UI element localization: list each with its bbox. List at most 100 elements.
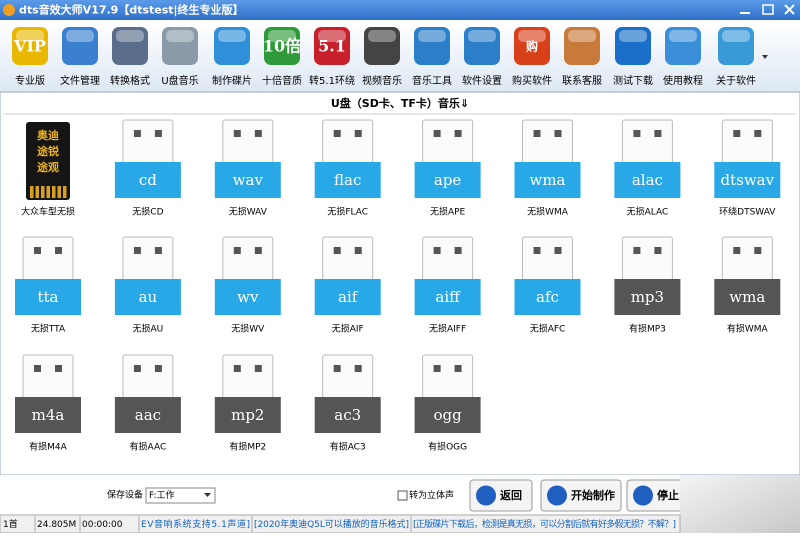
usb-hole (554, 247, 562, 254)
action-button[interactable]: 停止 (626, 479, 687, 512)
toolbar-label: 音乐工具 (412, 74, 452, 87)
usb-body (514, 279, 581, 315)
toolbar-icon (62, 27, 98, 65)
usb-item[interactable]: tta 无损TTA (15, 236, 81, 335)
toolbar-button[interactable]: 5.1 转5.1环绕 (309, 27, 355, 87)
usb-hole (354, 247, 362, 254)
usb-hole (55, 247, 62, 254)
usb-label: au (139, 288, 158, 306)
usb-label: m4a (32, 406, 65, 424)
usb-hole (454, 130, 462, 137)
usb-hole (354, 365, 362, 372)
stereo-checkbox[interactable] (397, 490, 408, 501)
toolbar-icon (414, 27, 450, 65)
usb-hole (454, 365, 462, 372)
usb-label: wma (729, 288, 765, 306)
toolbar-button[interactable]: 使用教程 (663, 27, 703, 87)
icon-shine (268, 30, 296, 42)
usb-item[interactable]: ac3 有损AC3 (314, 354, 381, 453)
usb-connector (122, 119, 174, 165)
usb-hole (154, 247, 162, 254)
toolbar-button[interactable]: 音乐工具 (412, 27, 452, 87)
select-arrow (204, 493, 211, 497)
usb-item[interactable]: ogg 有损OGG (414, 354, 481, 453)
usb-connector (222, 236, 274, 282)
device-select[interactable] (145, 487, 216, 504)
usb-item[interactable]: afc 无损AFC (514, 236, 581, 335)
window-controls[interactable] (735, 2, 799, 17)
usb-item[interactable]: aiff 无损AIFF (414, 236, 481, 335)
toolbar-button[interactable]: 转换格式 (110, 27, 150, 87)
usb-hole (34, 365, 41, 372)
usb-item[interactable]: flac 无损FLAC (314, 119, 381, 218)
icon-badge: 购 (526, 39, 538, 54)
usb-item[interactable]: wma 无损WMA (514, 119, 581, 218)
usb-hole (34, 247, 41, 254)
usb-hole (354, 130, 362, 137)
usb-body (714, 162, 781, 198)
usb-body (314, 162, 381, 198)
usb-item[interactable]: mp3 有损MP3 (614, 236, 681, 335)
toolbar-button[interactable]: U盘音乐 (161, 27, 199, 87)
status-field: 00:00:00 (82, 520, 123, 530)
usb-hole (733, 130, 741, 137)
toolbar-button[interactable]: 视频音乐 (362, 27, 402, 87)
usb-hole (754, 247, 762, 254)
toolbar-button[interactable]: 联系客服 (562, 27, 602, 87)
toolbar-button[interactable]: 软件设置 (462, 27, 502, 87)
toolbar-button[interactable]: 关于软件 (716, 27, 756, 87)
item-caption: 有损MP3 (629, 323, 666, 335)
usb-connector (721, 119, 773, 165)
usb-item[interactable]: wv 无损WV (214, 236, 281, 335)
item-caption: 大众车型无损 (21, 206, 75, 218)
button-label: 停止 (657, 488, 679, 502)
item-caption: 无损AFC (530, 323, 566, 335)
usb-label: afc (536, 288, 559, 306)
usb-item[interactable]: au 无损AU (114, 236, 181, 335)
sd-pin (63, 186, 67, 198)
usb-connector (322, 236, 374, 282)
usb-item[interactable]: mp2 有损MP2 (214, 354, 281, 453)
usb-item[interactable]: aac 有损AAC (114, 354, 181, 453)
usb-item[interactable]: alac 无损ALAC (614, 119, 681, 218)
usb-hole (254, 365, 262, 372)
usb-item[interactable]: dtswav 环绕DTSWAV (714, 119, 781, 218)
usb-item[interactable]: aif 无损AIF (314, 236, 381, 335)
usb-item[interactable]: cd 无损CD (114, 119, 181, 218)
usb-hole (554, 130, 562, 137)
usb-item[interactable]: wma 有损WMA (714, 236, 781, 335)
usb-label: mp2 (231, 406, 264, 424)
usb-item[interactable]: wav 无损WAV (214, 119, 281, 218)
item-caption: 有损AAC (130, 441, 167, 453)
toolbar-label: 购买软件 (512, 74, 552, 87)
icon-shine (669, 30, 697, 42)
toolbar-icon (214, 27, 250, 65)
toolbar-button[interactable]: 制作碟片 (212, 27, 252, 87)
icon-shine (318, 30, 346, 42)
usb-connector (422, 236, 474, 282)
toolbar-button[interactable]: 测试下载 (613, 27, 653, 87)
toolbar-more[interactable] (762, 55, 768, 59)
usb-body (314, 397, 381, 433)
usb-connector (422, 119, 474, 165)
usb-body (114, 279, 181, 315)
toolbar-icon (615, 27, 651, 65)
usb-body (15, 397, 81, 433)
usb-item[interactable]: ape 无损APE (414, 119, 481, 218)
usb-connector (721, 236, 773, 282)
action-button[interactable]: 返回 (469, 479, 533, 512)
usb-connector (22, 236, 74, 282)
usb-hole (133, 365, 141, 372)
usb-label: tta (38, 288, 59, 306)
toolbar-button[interactable]: VIP 专业版 (12, 27, 48, 87)
toolbar-button[interactable]: 文件管理 (60, 27, 100, 87)
status-field: 24.805M (37, 520, 76, 530)
icon-shine (368, 30, 396, 42)
usb-item[interactable]: m4a 有损M4A (15, 354, 81, 453)
button-icon (547, 485, 567, 506)
usb-hole (333, 247, 341, 254)
action-button[interactable]: 开始制作 (540, 479, 622, 512)
